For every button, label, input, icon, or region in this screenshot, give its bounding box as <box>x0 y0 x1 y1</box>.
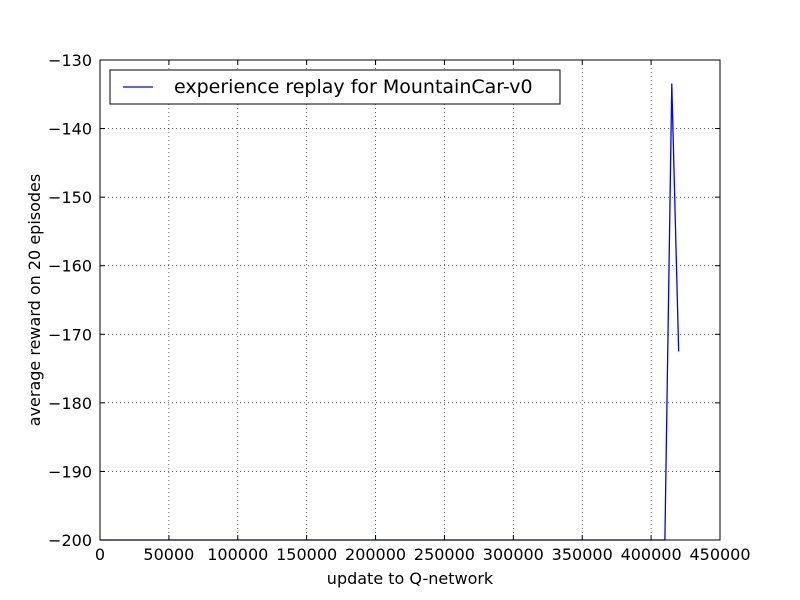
x-tick-label: 150000 <box>276 545 337 564</box>
x-tick-label: 100000 <box>207 545 268 564</box>
legend-box <box>109 69 561 105</box>
x-tick-label: 50000 <box>143 545 194 564</box>
x-tick-labels: 0 50000 100000 150000 200000 250000 300000 3500… <box>95 545 751 564</box>
x-tick-label: 350000 <box>552 545 613 564</box>
x-tick-label: 400000 <box>621 545 682 564</box>
x-tick-label: 450000 <box>689 545 750 564</box>
y-axis-label: average reward on 20 episodes <box>25 174 44 426</box>
y-tick-labels: −130 −140 −150 −160 −170 −180 −190 −200 <box>48 51 92 550</box>
y-tick-label: −150 <box>48 188 92 207</box>
y-tick-label: −170 <box>48 325 92 344</box>
y-tick-label: −190 <box>48 462 92 481</box>
y-tick-label: −200 <box>48 531 92 550</box>
y-tick-label: −180 <box>48 394 92 413</box>
y-tick-label: −160 <box>48 257 92 276</box>
y-tick-label: −140 <box>48 120 92 139</box>
x-tick-label: 200000 <box>345 545 406 564</box>
legend: experience replay for MountainCar-v0 <box>109 69 561 105</box>
legend-label: experience replay for MountainCar-v0 <box>174 76 533 98</box>
x-tick-label: 0 <box>95 545 105 564</box>
x-tick-label: 250000 <box>414 545 475 564</box>
x-axis-label: update to Q-network <box>327 569 494 588</box>
x-tick-label: 300000 <box>483 545 544 564</box>
y-tick-label: −130 <box>48 51 92 70</box>
axis-ticks <box>99 59 721 541</box>
plot-area-frame <box>99 59 721 541</box>
